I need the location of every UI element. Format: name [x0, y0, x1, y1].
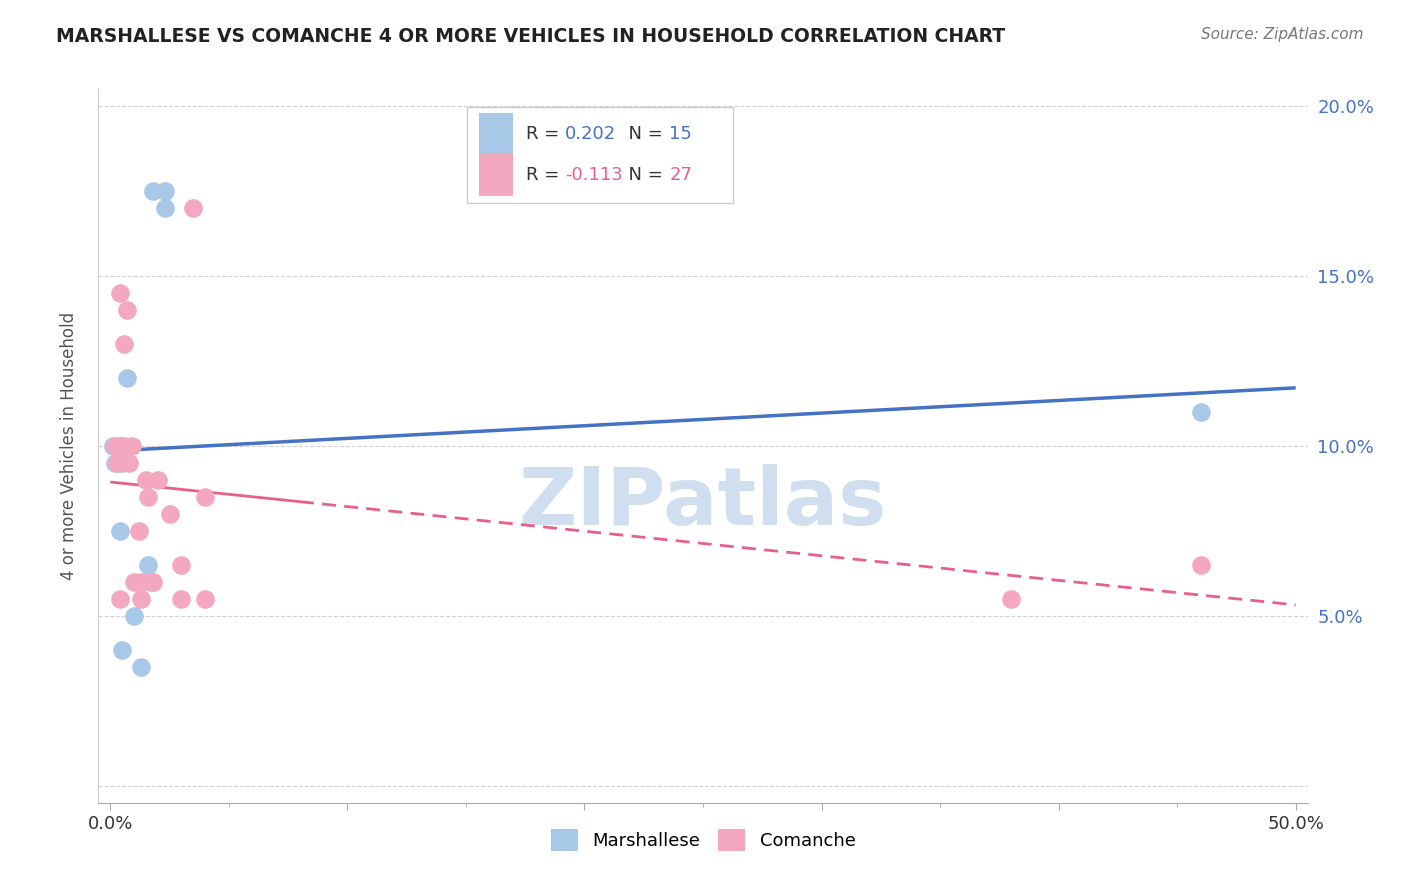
Point: [115, 303, 138, 318]
Point: [170, 558, 193, 572]
Point: [101, 439, 124, 453]
Point: [105, 456, 128, 470]
Point: [122, 608, 145, 623]
Text: 15: 15: [669, 125, 692, 143]
Point: [118, 456, 141, 470]
Point: [111, 456, 134, 470]
Text: N =: N =: [617, 166, 669, 184]
Point: [121, 439, 143, 453]
Point: [136, 558, 159, 572]
Text: 27: 27: [669, 166, 692, 184]
Point: [128, 524, 150, 538]
Point: [111, 439, 134, 453]
FancyBboxPatch shape: [479, 112, 513, 155]
Point: [122, 574, 145, 589]
FancyBboxPatch shape: [467, 107, 734, 203]
Text: R =: R =: [526, 125, 565, 143]
Point: [170, 591, 193, 606]
Point: [105, 456, 128, 470]
Point: [129, 660, 152, 674]
Point: [153, 201, 176, 215]
Legend: Marshallese, Comanche: Marshallese, Comanche: [543, 822, 863, 858]
Point: [1000, 591, 1022, 606]
Point: [108, 286, 131, 301]
Point: [1189, 558, 1212, 572]
Text: ZIPatlas: ZIPatlas: [519, 464, 887, 542]
Point: [136, 490, 159, 504]
Point: [139, 574, 162, 589]
Text: 0.202: 0.202: [565, 125, 616, 143]
Point: [108, 591, 131, 606]
Point: [108, 524, 131, 538]
Point: [153, 184, 176, 198]
Point: [104, 439, 127, 453]
Point: [129, 591, 152, 606]
Text: R =: R =: [526, 166, 565, 184]
Point: [114, 337, 136, 351]
Point: [104, 456, 127, 470]
Point: [135, 473, 157, 487]
Text: -0.113: -0.113: [565, 166, 623, 184]
Y-axis label: 4 or more Vehicles in Household: 4 or more Vehicles in Household: [59, 312, 77, 580]
Text: Source: ZipAtlas.com: Source: ZipAtlas.com: [1201, 27, 1364, 42]
Point: [129, 574, 152, 589]
Point: [111, 643, 134, 657]
Point: [115, 371, 138, 385]
Point: [159, 507, 181, 521]
Point: [181, 201, 204, 215]
Text: MARSHALLESE VS COMANCHE 4 OR MORE VEHICLES IN HOUSEHOLD CORRELATION CHART: MARSHALLESE VS COMANCHE 4 OR MORE VEHICL…: [56, 27, 1005, 45]
FancyBboxPatch shape: [479, 153, 513, 196]
Point: [142, 574, 165, 589]
Point: [146, 473, 169, 487]
Point: [194, 591, 217, 606]
Point: [142, 184, 165, 198]
Point: [108, 439, 131, 453]
Point: [194, 490, 217, 504]
Point: [114, 439, 136, 453]
Text: N =: N =: [617, 125, 669, 143]
Point: [1189, 405, 1212, 419]
